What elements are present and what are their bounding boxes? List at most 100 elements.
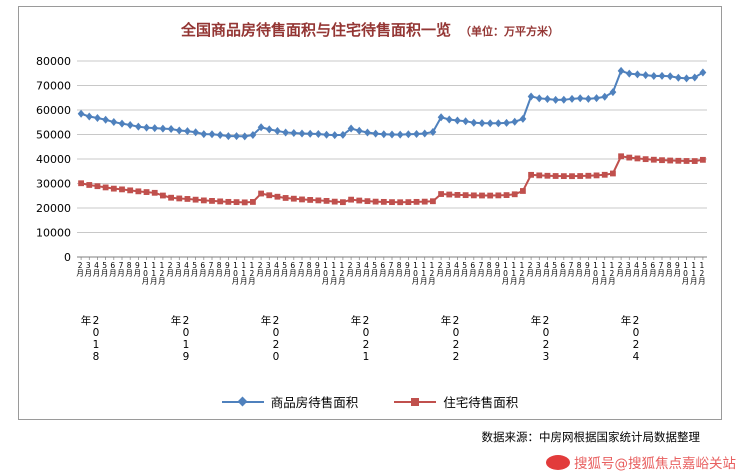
x-tick-label: 9月: [132, 261, 142, 276]
x-tick-label: 3月: [443, 261, 453, 276]
x-tick-label: 4月: [451, 261, 461, 276]
svg-text:50000: 50000: [36, 129, 71, 142]
x-tick-label: 10月: [501, 261, 511, 284]
svg-text:30000: 30000: [36, 178, 71, 191]
x-tick-label: 6月: [468, 261, 478, 276]
x-tick-label: 5月: [100, 261, 110, 276]
square-marker-icon: [394, 397, 437, 407]
x-axis-labels: 2月 3月 4月 5月 6月 7月 8月 9月 10月 11月 12月 2月 3月 4月 5月 6月 7月 8月 9…: [19, 261, 721, 371]
x-year-label: 2021年: [349, 315, 373, 363]
svg-text:70000: 70000: [36, 80, 71, 93]
x-tick-label: 9月: [582, 261, 592, 276]
x-tick-label: 7月: [656, 261, 666, 276]
svg-text:10000: 10000: [36, 227, 71, 240]
watermark-text: 搜狐号@搜狐焦点嘉峪关站: [574, 456, 736, 472]
x-tick-label: 12月: [607, 261, 617, 284]
x-tick-label: 12月: [427, 261, 437, 284]
x-tick-label: 9月: [402, 261, 412, 276]
x-tick-label: 12月: [247, 261, 257, 284]
x-year-label: 2020年: [259, 315, 283, 363]
legend-item: 商品房待售面积: [221, 392, 359, 411]
x-tick-label: 7月: [566, 261, 576, 276]
x-tick-label: 8月: [124, 261, 134, 276]
x-tick-label: 11月: [329, 261, 339, 284]
x-tick-label: 2月: [75, 261, 85, 276]
chart-legend: 商品房待售面积 住宅待售面积: [19, 392, 721, 411]
x-tick-label: 4月: [271, 261, 281, 276]
x-tick-label: 11月: [599, 261, 609, 284]
x-tick-label: 5月: [640, 261, 650, 276]
x-year-label: 2018年: [79, 315, 103, 363]
x-tick-label: 6月: [108, 261, 118, 276]
x-tick-label: 9月: [222, 261, 232, 276]
legend-item: 住宅待售面积: [394, 392, 518, 411]
x-tick-label: 8月: [574, 261, 584, 276]
x-tick-label: 5月: [460, 261, 470, 276]
chart-title: 全国商品房待售面积与住宅待售面积一览 （单位：万平方米）: [19, 19, 721, 40]
chart-title-text: 全国商品房待售面积与住宅待售面积一览: [180, 21, 451, 39]
x-tick-label: 5月: [550, 261, 560, 276]
x-tick-label: 2月: [525, 261, 535, 276]
x-tick-label: 9月: [492, 261, 502, 276]
plot-area: 0 10000 20000 30000 40000 50000 60000 70000 8000…: [36, 55, 707, 264]
sohu-logo-icon: [546, 454, 570, 470]
x-tick-label: 8月: [394, 261, 404, 276]
x-tick-label: 3月: [353, 261, 363, 276]
x-tick-label: 4月: [631, 261, 641, 276]
x-tick-label: 11月: [239, 261, 249, 284]
x-tick-label: 7月: [296, 261, 306, 276]
x-tick-label: 11月: [689, 261, 699, 284]
legend-label: 商品房待售面积: [270, 395, 359, 410]
x-year-label: 2022年: [439, 315, 463, 363]
x-tick-label: 9月: [672, 261, 682, 276]
x-tick-label: 7月: [116, 261, 126, 276]
x-tick-label: 3月: [263, 261, 273, 276]
x-tick-label: 6月: [558, 261, 568, 276]
x-tick-label: 10月: [231, 261, 241, 284]
x-tick-label: 8月: [304, 261, 314, 276]
x-tick-label: 9月: [312, 261, 322, 276]
x-tick-label: 6月: [648, 261, 658, 276]
x-tick-label: 11月: [419, 261, 429, 284]
svg-text:60000: 60000: [36, 104, 71, 117]
svg-text:80000: 80000: [36, 55, 71, 68]
data-source-note: 数据来源：中房网根据国家统计局数据整理: [481, 430, 701, 444]
x-tick-label: 10月: [591, 261, 601, 284]
x-tick-label: 5月: [370, 261, 380, 276]
x-tick-label: 2月: [345, 261, 355, 276]
x-tick-label: 2月: [165, 261, 175, 276]
x-tick-label: 11月: [149, 261, 159, 284]
x-tick-label: 12月: [697, 261, 707, 284]
chart-title-unit: （单位：万平方米）: [460, 25, 560, 38]
svg-text:40000: 40000: [36, 153, 71, 166]
x-tick-label: 8月: [214, 261, 224, 276]
svg-text:0: 0: [64, 251, 71, 264]
x-tick-label: 3月: [623, 261, 633, 276]
legend-label: 住宅待售面积: [443, 395, 519, 410]
x-year-label: 2019年: [169, 315, 193, 363]
x-tick-label: 10月: [321, 261, 331, 284]
x-tick-label: 10月: [141, 261, 151, 284]
x-tick-label: 12月: [517, 261, 527, 284]
x-tick-label: 12月: [157, 261, 167, 284]
x-tick-label: 11月: [509, 261, 519, 284]
x-tick-label: 8月: [484, 261, 494, 276]
x-tick-label: 5月: [190, 261, 200, 276]
x-tick-label: 2月: [435, 261, 445, 276]
x-year-label: 2023年: [529, 315, 553, 363]
x-tick-label: 3月: [83, 261, 93, 276]
x-tick-label: 10月: [681, 261, 691, 284]
x-tick-label: 7月: [206, 261, 216, 276]
x-tick-label: 4月: [181, 261, 191, 276]
chart-frame: 全国商品房待售面积与住宅待售面积一览 （单位：万平方米） 0 10000 20000…: [18, 6, 722, 420]
x-tick-label: 4月: [91, 261, 101, 276]
x-tick-label: 6月: [378, 261, 388, 276]
x-tick-label: 12月: [337, 261, 347, 284]
x-tick-label: 2月: [255, 261, 265, 276]
x-tick-label: 2月: [615, 261, 625, 276]
x-tick-label: 6月: [198, 261, 208, 276]
x-tick-label: 3月: [173, 261, 183, 276]
diamond-marker-icon: [221, 396, 264, 407]
svg-text:20000: 20000: [36, 202, 71, 215]
